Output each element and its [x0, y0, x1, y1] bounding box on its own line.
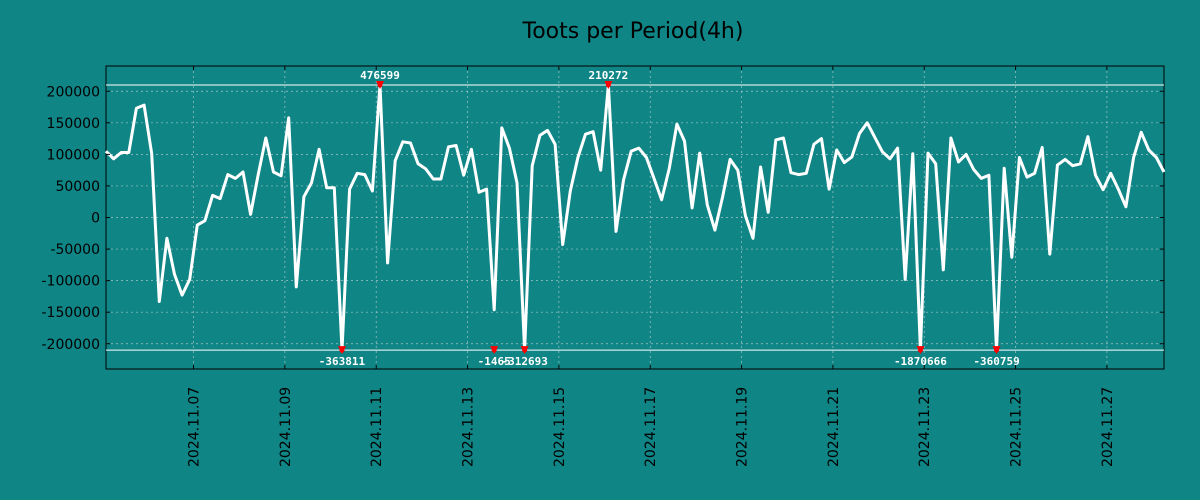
x-tick-label: 2024.11.09: [278, 387, 294, 467]
y-tick-label: 200000: [47, 84, 100, 100]
peak-markers: [337, 80, 1001, 355]
x-tick-label: 2024.11.11: [369, 387, 385, 467]
plot-area: [105, 65, 1165, 370]
y-tick-label: 0: [91, 211, 100, 227]
peak-label: -1465: [478, 355, 511, 368]
peak-marker-dot: [994, 347, 1000, 353]
chart-title: Toots per Period(4h): [522, 19, 744, 44]
x-axis: 2024.11.07 2024.11.09 2024.11.11 2024.11.13…: [187, 66, 1116, 467]
peak-label: -360759: [973, 355, 1019, 368]
peak-labels: 476599 210272 -363811 -1465-312693 -1870666 -…: [319, 69, 1020, 368]
clip-lines: [106, 84, 1164, 351]
x-tick-label: 2024.11.07: [187, 387, 203, 467]
x-tick-label: 2024.11.17: [643, 387, 659, 467]
x-tick-label: 2024.11.25: [1009, 387, 1025, 467]
peak-label: 476599: [360, 69, 400, 82]
x-tick-label: 2024.11.19: [735, 387, 751, 467]
peak-marker-dot: [605, 82, 611, 88]
x-tick-label: 2024.11.13: [461, 387, 477, 467]
peak-marker-dot: [522, 347, 528, 353]
series-group: [104, 83, 1166, 352]
y-tick-label: -100000: [42, 274, 101, 290]
y-tick-label: -50000: [50, 242, 100, 258]
peak-label: -1870666: [894, 355, 947, 368]
y-axis: 200000 150000 100000 50000 0 -50000 -100000 -15…: [42, 84, 1164, 353]
y-tick-label: 50000: [55, 179, 100, 195]
y-tick-label: 150000: [47, 116, 100, 132]
y-tick-label: -200000: [42, 337, 101, 353]
peak-label: 210272: [588, 69, 628, 82]
y-tick-label: 100000: [47, 147, 100, 163]
peak-marker-dot: [377, 82, 383, 88]
series-line: [104, 83, 1166, 352]
peak-marker-dot: [339, 347, 345, 353]
x-tick-label: 2024.11.21: [826, 387, 842, 467]
x-tick-label: 2024.11.15: [552, 387, 568, 467]
x-tick-label: 2024.11.27: [1100, 387, 1116, 467]
peak-marker-dot: [917, 347, 923, 353]
x-tick-label: 2024.11.23: [917, 387, 933, 467]
peak-label: -312693: [501, 355, 547, 368]
peak-label: -363811: [319, 355, 366, 368]
peak-marker-dot: [491, 347, 497, 353]
y-tick-label: -150000: [42, 305, 101, 321]
